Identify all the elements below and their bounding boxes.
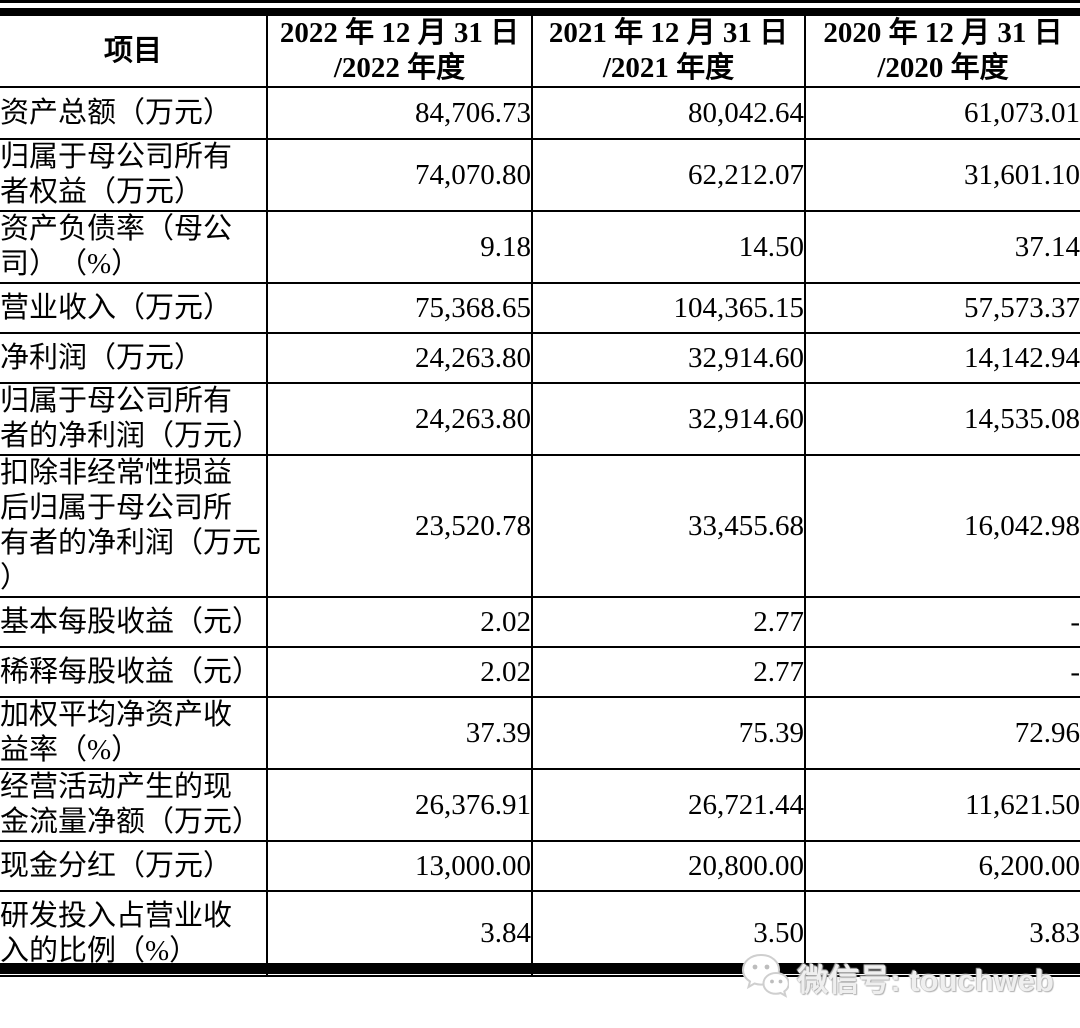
value-2021: 2.77: [531, 597, 805, 648]
value-2021: 62,212.07: [531, 139, 805, 212]
row-label: 加权平均净资产收 益率（%）: [0, 697, 267, 770]
row-label: 归属于母公司所有 者的净利润（万元）: [0, 383, 267, 456]
value-2021: 80,042.64: [531, 87, 805, 140]
value-2020: 3.83: [804, 891, 1080, 977]
row-label: 研发投入占营业收 入的比例（%）: [0, 891, 267, 977]
value-2021: 14.50: [531, 211, 805, 284]
value-2022: 9.18: [266, 211, 532, 284]
table-row: 归属于母公司所有 者权益（万元） 74,070.80 62,212.07 31,…: [0, 139, 1080, 212]
wechat-watermark: 微信号: touchweb: [741, 952, 1054, 1003]
value-2020: 61,073.01: [804, 87, 1080, 140]
row-label: 资产总额（万元）: [0, 87, 267, 140]
header-period-2020: 2020 年 12 月 31 日 /2020 年度: [804, 16, 1080, 88]
table-row: 资产总额（万元） 84,706.73 80,042.64 61,073.01: [0, 87, 1080, 140]
row-label: 稀释每股收益（元）: [0, 647, 267, 698]
value-2020: 6,200.00: [804, 841, 1080, 892]
value-2021: 26,721.44: [531, 769, 805, 842]
value-2020: 14,142.94: [804, 333, 1080, 384]
table-bottom-rule: [0, 963, 1080, 974]
value-2020: 37.14: [804, 211, 1080, 284]
value-2020: 57,573.37: [804, 283, 1080, 334]
value-2022: 3.84: [266, 891, 532, 977]
wechat-icon: [741, 952, 791, 1003]
table-row: 现金分红（万元） 13,000.00 20,800.00 6,200.00: [0, 841, 1080, 892]
row-label: 净利润（万元）: [0, 333, 267, 384]
value-2022: 24,263.80: [266, 383, 532, 456]
row-label: 经营活动产生的现 金流量净额（万元）: [0, 769, 267, 842]
value-2022: 2.02: [266, 597, 532, 648]
value-2022: 24,263.80: [266, 333, 532, 384]
value-2022: 23,520.78: [266, 455, 532, 598]
table-row: 营业收入（万元） 75,368.65 104,365.15 57,573.37: [0, 283, 1080, 334]
top-rule-gap: [0, 3, 1080, 8]
table-row: 研发投入占营业收 入的比例（%） 3.84 3.50 3.83: [0, 891, 1080, 977]
value-2022: 74,070.80: [266, 139, 532, 212]
row-label: 归属于母公司所有 者权益（万元）: [0, 139, 267, 212]
table-row: 经营活动产生的现 金流量净额（万元） 26,376.91 26,721.44 1…: [0, 769, 1080, 842]
value-2021: 104,365.15: [531, 283, 805, 334]
table-row: 稀释每股收益（元） 2.02 2.77 -: [0, 647, 1080, 698]
value-2022: 84,706.73: [266, 87, 532, 140]
header-period-2021: 2021 年 12 月 31 日 /2021 年度: [531, 16, 805, 88]
value-2022: 2.02: [266, 647, 532, 698]
top-thick-rule: [0, 8, 1080, 16]
value-2020: 72.96: [804, 697, 1080, 770]
table-row: 扣除非经常性损益 后归属于母公司所 有者的净利润（万元 ） 23,520.78 …: [0, 455, 1080, 598]
row-label: 现金分红（万元）: [0, 841, 267, 892]
value-2022: 13,000.00: [266, 841, 532, 892]
value-2022: 26,376.91: [266, 769, 532, 842]
top-thin-rule: [0, 0, 1080, 3]
value-2020: 14,535.08: [804, 383, 1080, 456]
value-2021: 32,914.60: [531, 333, 805, 384]
value-2022: 75,368.65: [266, 283, 532, 334]
table-row: 归属于母公司所有 者的净利润（万元） 24,263.80 32,914.60 1…: [0, 383, 1080, 456]
value-2021: 2.77: [531, 647, 805, 698]
value-2021: 20,800.00: [531, 841, 805, 892]
value-2020: -: [804, 597, 1080, 648]
table-row: 基本每股收益（元） 2.02 2.77 -: [0, 597, 1080, 648]
value-2020: 16,042.98: [804, 455, 1080, 598]
value-2021: 75.39: [531, 697, 805, 770]
header-period-2022: 2022 年 12 月 31 日 /2022 年度: [266, 16, 532, 88]
value-2020: 11,621.50: [804, 769, 1080, 842]
table-row: 净利润（万元） 24,263.80 32,914.60 14,142.94: [0, 333, 1080, 384]
value-2020: 31,601.10: [804, 139, 1080, 212]
value-2022: 37.39: [266, 697, 532, 770]
value-2021: 33,455.68: [531, 455, 805, 598]
value-2020: -: [804, 647, 1080, 698]
header-row: 项目 2022 年 12 月 31 日 /2022 年度 2021 年 12 月…: [0, 16, 1080, 88]
financial-summary-table: 项目 2022 年 12 月 31 日 /2022 年度 2021 年 12 月…: [0, 16, 1080, 977]
header-item: 项目: [0, 16, 267, 88]
row-label: 资产负债率（母公 司） （%）: [0, 211, 267, 284]
row-label: 营业收入（万元）: [0, 283, 267, 334]
table-row: 加权平均净资产收 益率（%） 37.39 75.39 72.96: [0, 697, 1080, 770]
watermark-text: 微信号: touchweb: [797, 963, 1054, 998]
table-top-double-rule: [0, 0, 1080, 16]
row-label: 扣除非经常性损益 后归属于母公司所 有者的净利润（万元 ）: [0, 455, 267, 598]
value-2021: 32,914.60: [531, 383, 805, 456]
table-row: 资产负债率（母公 司） （%） 9.18 14.50 37.14: [0, 211, 1080, 284]
row-label: 基本每股收益（元）: [0, 597, 267, 648]
